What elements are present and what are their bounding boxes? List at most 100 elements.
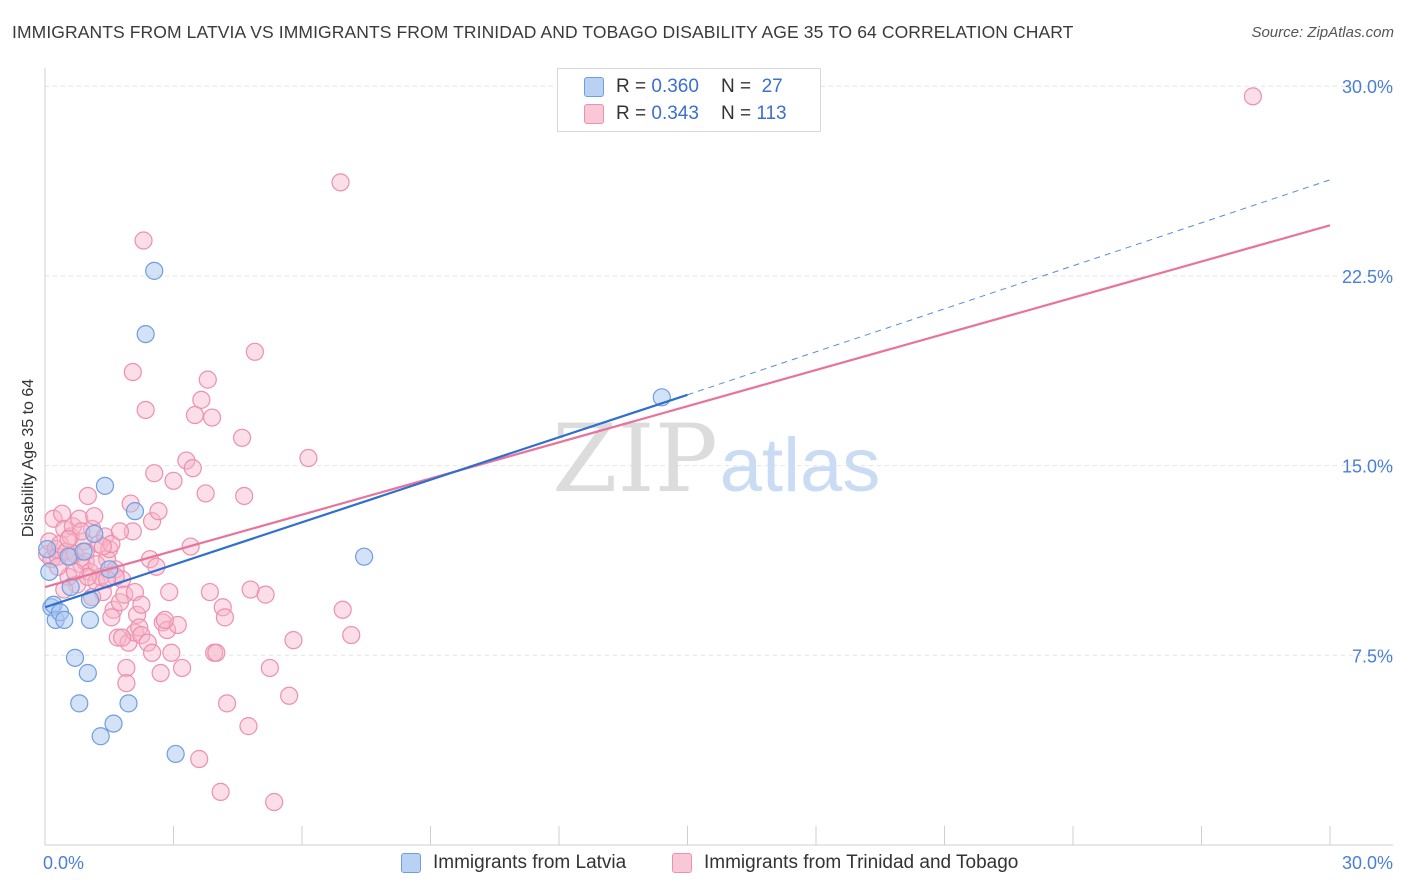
data-point-trinidad-tobago [342, 625, 361, 645]
data-point-trinidad-tobago [136, 400, 155, 420]
data-point-trinidad-tobago [280, 686, 299, 705]
data-point-trinidad-tobago [93, 537, 112, 556]
data-point-trinidad-tobago [53, 504, 72, 523]
data-point-trinidad-tobago [162, 643, 181, 662]
data-point-trinidad-tobago [284, 631, 303, 650]
data-point-latvia [136, 324, 155, 344]
data-point-trinidad-tobago [190, 749, 209, 769]
y-tick-label: 22.5% [1342, 267, 1393, 287]
legend-r-label: R = [616, 76, 647, 97]
data-point-trinidad-tobago [333, 600, 352, 619]
data-point-latvia [145, 261, 164, 280]
data-point-trinidad-tobago [110, 522, 130, 541]
data-point-trinidad-tobago [331, 173, 350, 192]
data-point-trinidad-tobago [256, 585, 275, 604]
data-point-trinidad-tobago [245, 342, 264, 361]
legend-r-value: 0.343 [651, 103, 699, 124]
data-point-trinidad-tobago [164, 471, 183, 490]
data-point-trinidad-tobago [85, 507, 104, 526]
data-point-trinidad-tobago [138, 633, 157, 652]
data-point-latvia [166, 744, 185, 764]
legend-n-label: N = [720, 76, 752, 97]
data-point-trinidad-tobago [132, 595, 151, 614]
data-point-trinidad-tobago [265, 792, 284, 812]
data-point-latvia [40, 562, 59, 581]
data-point-trinidad-tobago [1243, 87, 1263, 106]
legend-n-label: N = [720, 103, 752, 124]
data-point-latvia [125, 502, 145, 521]
data-point-trinidad-tobago [117, 658, 136, 678]
trend-line-latvia [44, 393, 688, 609]
chart-title: IMMIGRANTS FROM LATVIA VS IMMIGRANTS FRO… [12, 22, 1074, 42]
data-point-trinidad-tobago [134, 231, 153, 250]
data-point-trinidad-tobago [198, 370, 217, 389]
legend-n-value: 27 [761, 76, 783, 97]
data-point-latvia [80, 590, 100, 609]
trend-line-trinidad-tobago [44, 224, 1331, 589]
data-point-trinidad-tobago [102, 608, 121, 627]
data-point-latvia [104, 714, 123, 733]
legend-row-trinidad-tobago: R = 0.343 N = 113 [584, 102, 787, 126]
data-point-trinidad-tobago [192, 390, 211, 409]
data-point-trinidad-tobago [115, 585, 134, 604]
data-point-latvia [61, 577, 80, 597]
data-point-latvia [74, 542, 93, 561]
data-point-latvia [95, 476, 115, 495]
legend-swatch-latvia [401, 853, 421, 873]
x-tick-label: 30.0% [1342, 853, 1393, 873]
data-point-latvia [80, 610, 100, 629]
data-point-latvia [355, 547, 374, 566]
legend-swatch-latvia [584, 77, 604, 97]
data-point-latvia [55, 610, 74, 629]
data-point-latvia [38, 539, 57, 559]
data-point-trinidad-tobago [123, 522, 142, 541]
data-point-trinidad-tobago [172, 658, 192, 678]
y-axis-label: Disability Age 35 to 64 [20, 379, 37, 537]
legend-r-value: 0.360 [651, 76, 699, 97]
stats-legend: R = 0.360 N = 27 R = 0.343 N = 113 [557, 68, 821, 132]
legend-label-latvia: Immigrants from Latvia [433, 852, 627, 873]
data-point-latvia [70, 694, 89, 713]
legend-row-latvia: R = 0.360 N = 27 [584, 75, 783, 99]
data-point-trinidad-tobago [211, 782, 230, 801]
legend-r-label: R = [616, 103, 647, 124]
data-point-trinidad-tobago [260, 658, 279, 678]
data-point-trinidad-tobago [207, 643, 226, 662]
axes [44, 68, 1393, 846]
legend-label-trinidad-tobago: Immigrants from Trinidad and Tobago [704, 852, 1019, 873]
data-point-trinidad-tobago [117, 674, 136, 693]
data-point-trinidad-tobago [177, 451, 196, 470]
data-point-trinidad-tobago [151, 663, 170, 683]
data-point-trinidad-tobago [142, 512, 162, 531]
y-tick-label: 7.5% [1352, 646, 1393, 666]
data-point-trinidad-tobago [239, 717, 258, 736]
data-point-trinidad-tobago [160, 582, 179, 602]
y-tick-label: 15.0% [1342, 457, 1393, 477]
series-legend: Immigrants from Latvia Immigrants from T… [0, 852, 1406, 878]
legend-swatch-trinidad-tobago [672, 853, 692, 873]
data-point-latvia [65, 648, 85, 667]
data-point-trinidad-tobago [108, 628, 127, 647]
trend-line-latvia-extension [687, 179, 1331, 396]
data-point-trinidad-tobago [123, 362, 142, 382]
data-point-trinidad-tobago [299, 448, 318, 468]
grid-lines [45, 85, 1393, 656]
legend-n-value: 113 [756, 103, 787, 124]
data-point-trinidad-tobago [215, 608, 234, 627]
data-point-trinidad-tobago [130, 618, 149, 637]
data-point-trinidad-tobago [183, 459, 202, 478]
series-latvia-points [38, 261, 671, 764]
data-point-latvia [119, 694, 138, 713]
x-tick-label: 0.0% [43, 853, 84, 873]
data-point-latvia [91, 727, 110, 746]
watermark-atlas: atlas [720, 423, 881, 508]
data-point-trinidad-tobago [235, 486, 254, 506]
data-point-trinidad-tobago [155, 610, 175, 629]
data-point-trinidad-tobago [149, 502, 168, 521]
tick-labels: 7.5% 15.0% 22.5% 30.0% 0.0% 30.0% [43, 77, 1393, 873]
data-point-trinidad-tobago [202, 408, 222, 427]
legend-item-latvia: Immigrants from Latvia [401, 852, 626, 874]
trend-lines [44, 179, 1331, 609]
legend-item-trinidad-tobago: Immigrants from Trinidad and Tobago [672, 852, 1018, 874]
data-point-trinidad-tobago [142, 643, 162, 662]
